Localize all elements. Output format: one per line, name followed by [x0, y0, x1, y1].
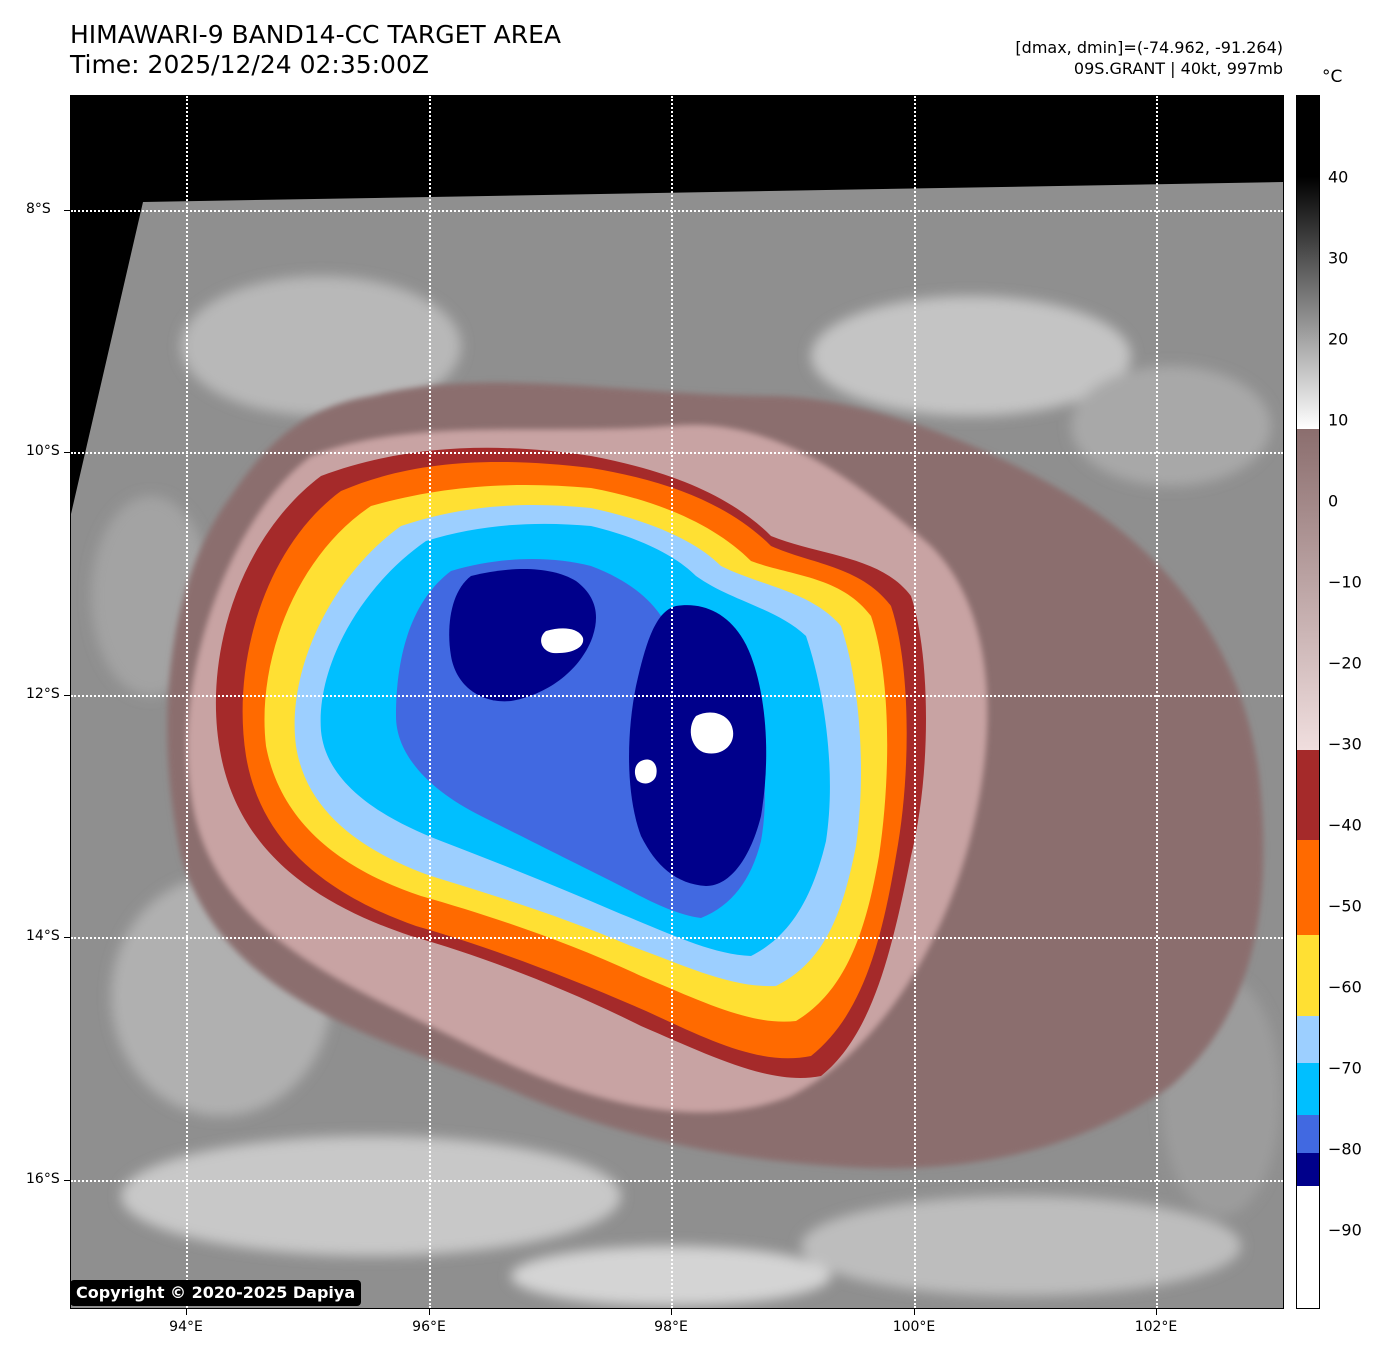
cb-label-minus90: −90 [1328, 1220, 1362, 1240]
lon-tick [1156, 1309, 1157, 1315]
colorbar-unit: °C [1322, 67, 1343, 87]
cb-seg-mauve [1297, 429, 1319, 750]
grey-cloud-texture [91, 276, 1281, 1306]
gridline-98E [671, 96, 673, 1308]
lon-tick [671, 1309, 672, 1315]
cb-label-0: 0 [1328, 491, 1339, 511]
cb-seg-yellow [1297, 935, 1319, 1016]
lon-label-94E: 94°E [169, 1319, 203, 1335]
lon-tick [914, 1309, 915, 1315]
lat-label-16S: 16°S [26, 1171, 60, 1187]
title-line-2: Time: 2025/12/24 02:35:00Z [70, 50, 429, 79]
cb-seg-lightblue [1297, 1016, 1319, 1063]
lat-label-14S: 14°S [26, 928, 60, 944]
lat-tick [64, 937, 70, 938]
copyright-badge: Copyright © 2020-2025 Dapiya [70, 1280, 362, 1306]
lon-label-100E: 100°E [892, 1319, 936, 1335]
lon-tick [186, 1309, 187, 1315]
cb-seg-orange [1297, 840, 1319, 935]
gridline-100E [914, 96, 916, 1308]
gridline-96E [429, 96, 431, 1308]
cb-label-minus10: −10 [1328, 572, 1362, 592]
cb-label-minus30: −30 [1328, 734, 1362, 754]
cb-label-minus60: −60 [1328, 977, 1362, 997]
cb-seg-navy [1297, 1153, 1319, 1186]
cb-label-minus80: −80 [1328, 1139, 1362, 1159]
cb-label-20: 20 [1328, 329, 1349, 349]
cb-label-minus50: −50 [1328, 896, 1362, 916]
cb-seg-white [1297, 1186, 1319, 1308]
cb-seg-skyblue [1297, 1063, 1319, 1115]
lon-tick [429, 1309, 430, 1315]
satellite-image-panel [70, 95, 1284, 1309]
lat-tick [64, 452, 70, 453]
lon-label-98E: 98°E [654, 1319, 688, 1335]
lat-label-8S: 8°S [26, 201, 51, 217]
cb-seg-royalblue [1297, 1115, 1319, 1153]
lon-label-102E: 102°E [1134, 1319, 1178, 1335]
dmax-dmin-readout: [dmax, dmin]=(-74.962, -91.264) [1015, 38, 1283, 57]
lat-tick [64, 1180, 70, 1181]
coldest-top-center [690, 712, 734, 754]
lat-tick [64, 210, 70, 211]
infrared-image [71, 96, 1283, 1308]
coldest-top-west [541, 628, 584, 654]
lon-label-96E: 96°E [412, 1319, 446, 1335]
cb-label-30: 30 [1328, 248, 1349, 268]
lat-label-12S: 12°S [26, 686, 60, 702]
gridline-94E [186, 96, 188, 1308]
cb-label-minus40: −40 [1328, 815, 1362, 835]
gridline-8S [71, 210, 1283, 212]
lat-label-10S: 10°S [26, 443, 60, 459]
no-data-area [71, 96, 1283, 514]
gridline-16S [71, 1180, 1283, 1182]
lat-tick [64, 695, 70, 696]
cb-label-40: 40 [1328, 167, 1349, 187]
gridline-10S [71, 452, 1283, 454]
cb-seg-grey [1297, 177, 1319, 429]
storm-cloud-shield [167, 382, 1264, 1169]
coldest-top-south [634, 759, 657, 784]
cb-seg-darkred [1297, 750, 1319, 840]
colorbar [1296, 95, 1320, 1309]
gridline-14S [71, 937, 1283, 939]
cb-label-minus70: −70 [1328, 1058, 1362, 1078]
gridline-102E [1156, 96, 1158, 1308]
cb-seg-black [1297, 96, 1319, 177]
storm-info: 09S.GRANT | 40kt, 997mb [1073, 59, 1283, 78]
cb-label-minus20: −20 [1328, 653, 1362, 673]
gridline-12S [71, 695, 1283, 697]
cb-label-10: 10 [1328, 410, 1349, 430]
title-line-1: HIMAWARI-9 BAND14-CC TARGET AREA [70, 20, 562, 49]
